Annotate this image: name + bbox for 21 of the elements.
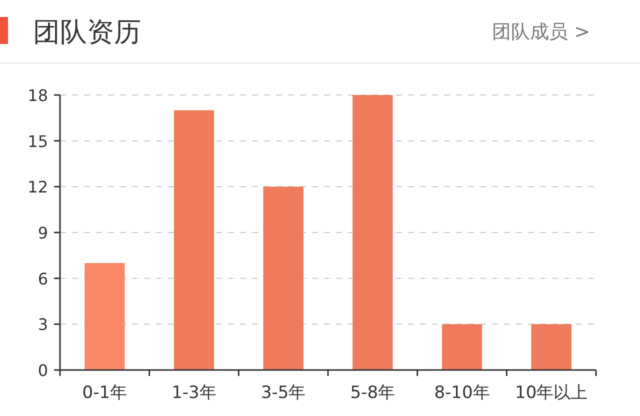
y-tick-label: 12 [28, 178, 48, 197]
chart-title: 团队资历 [33, 17, 141, 48]
y-tick-label: 6 [38, 269, 48, 288]
y-tick-label: 3 [38, 315, 48, 334]
x-tick-label: 10年以上 [515, 383, 588, 403]
y-tick-label: 9 [38, 224, 48, 242]
x-tick-label: 3-5年 [260, 383, 306, 403]
bar [174, 110, 214, 370]
bar [263, 186, 304, 370]
y-tick-label: 15 [28, 132, 48, 151]
x-tick-label: 5-8年 [350, 383, 396, 403]
bar [352, 95, 393, 370]
x-tick-label: 0-1年 [82, 383, 128, 403]
bar [531, 324, 572, 370]
bar [442, 324, 482, 370]
bar [84, 263, 125, 370]
y-tick-label: 18 [28, 86, 48, 105]
y-tick-label: 0 [38, 361, 48, 380]
x-tick-label: 8-10年 [434, 383, 490, 403]
x-tick-label: 1-3年 [172, 383, 216, 403]
text: 团队成员 > [492, 21, 590, 43]
